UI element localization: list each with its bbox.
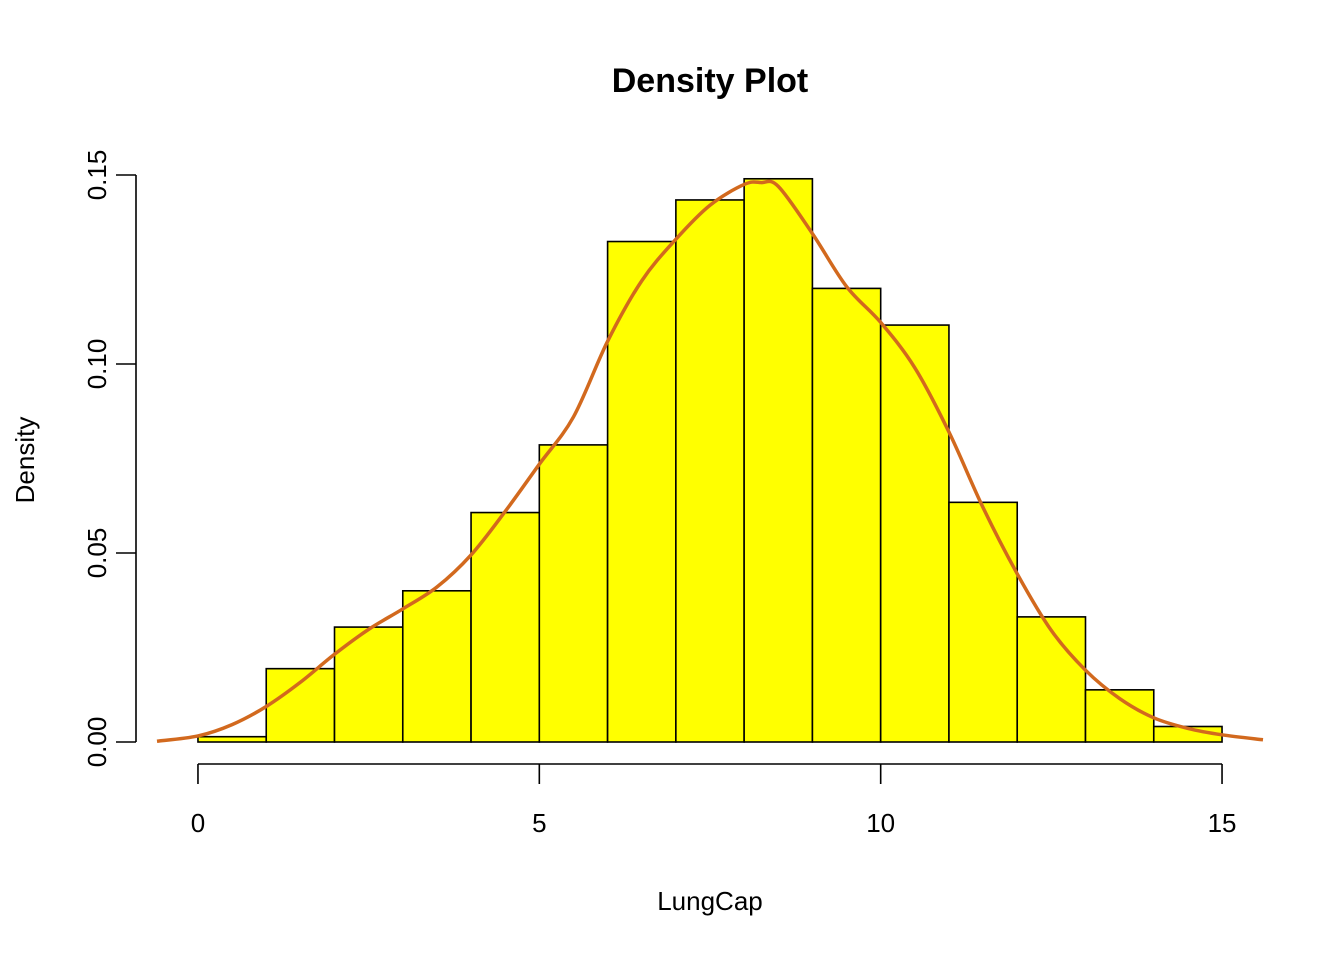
x-tick-label-0: 0 [191, 808, 205, 838]
histogram-bar-5 [538, 444, 609, 743]
density-curve [156, 179, 1264, 743]
histogram-bar-10 [879, 324, 950, 743]
y-tick-label-3: 0.15 [82, 150, 112, 201]
histogram-bar-6 [606, 240, 677, 743]
histogram-bar-7 [675, 199, 745, 743]
histogram-bar-11 [948, 501, 1019, 743]
histogram-bar-4 [470, 511, 541, 743]
histogram-bar-1 [265, 667, 336, 743]
x-tick-label-1: 5 [532, 808, 546, 838]
histogram-bar-12 [1016, 616, 1087, 743]
x-tick-label-3: 15 [1208, 808, 1237, 838]
x-axis-label: LungCap [657, 886, 763, 916]
y-axis: 0.00 0.05 0.10 0.15 [82, 150, 137, 768]
histogram-bar-3 [401, 589, 472, 743]
y-axis-label: Density [10, 417, 40, 504]
histogram-bar-0 [197, 735, 268, 743]
x-axis: 0 5 10 15 [191, 763, 1237, 838]
chart-title: Density Plot [612, 62, 808, 100]
y-tick-label-2: 0.10 [82, 339, 112, 390]
y-tick-label-1: 0.05 [82, 528, 112, 579]
histogram-bar-9 [811, 287, 882, 743]
histogram-bars [197, 177, 1223, 743]
histogram-bar-8 [743, 177, 814, 743]
y-tick-label-0: 0.00 [82, 717, 112, 768]
x-tick-label-2: 10 [866, 808, 895, 838]
